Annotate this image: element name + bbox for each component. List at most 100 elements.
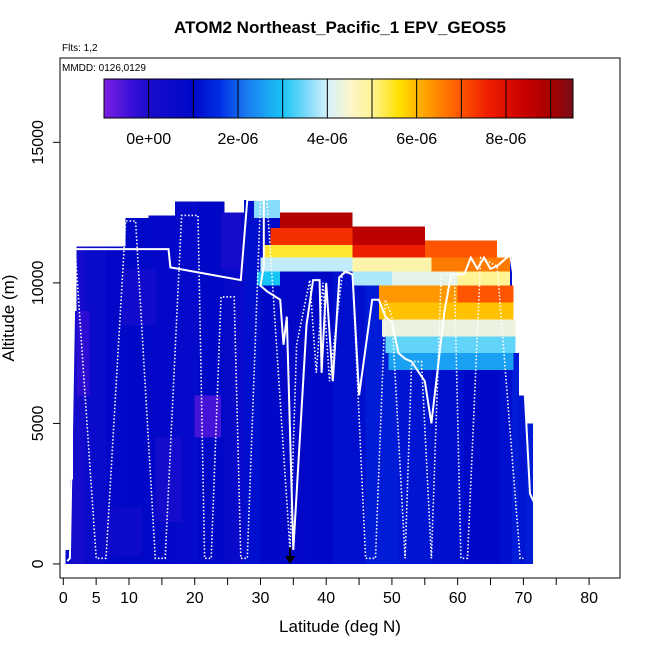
flight-track-dotted [74, 199, 524, 560]
colorbar-swatch [430, 79, 433, 118]
colorbar-swatch [301, 79, 304, 118]
colorbar-swatch [402, 79, 406, 118]
colorbar-tick-label: 6e-06 [396, 131, 437, 148]
colorbar-swatch [283, 79, 287, 118]
colorbar-swatch [571, 79, 574, 118]
colorbar-swatch [307, 79, 310, 118]
x-tick-label: 20 [186, 590, 204, 607]
colorbar-swatch [309, 79, 312, 118]
colorbar-swatch [279, 79, 283, 118]
colorbar-swatch [445, 79, 449, 118]
colorbar-tick-label: 2e-06 [218, 131, 259, 148]
colorbar-swatch [481, 79, 484, 118]
colorbar-swatch [217, 79, 220, 118]
colorbar-swatch [496, 79, 500, 118]
colorbar-swatch [145, 79, 148, 118]
colorbar-swatch [104, 79, 107, 118]
colorbar-swatch [139, 79, 142, 118]
colorbar-swatch [268, 79, 271, 118]
colorbar-swatch [516, 79, 519, 118]
colorbar-swatch [512, 79, 515, 118]
colorbar-swatch [551, 79, 555, 118]
colorbar-swatch [197, 79, 201, 118]
colorbar-swatch [539, 79, 543, 118]
colorbar-swatch [160, 79, 164, 118]
colorbar-swatch [135, 79, 138, 118]
colorbar-swatch [272, 79, 275, 118]
colorbar-swatch [367, 79, 371, 118]
colorbar-swatch [401, 79, 404, 118]
colorbar-swatch [129, 79, 132, 118]
colorbar-swatch [201, 79, 205, 118]
colorbar-swatch [487, 79, 490, 118]
colorbar-swatch [172, 79, 175, 118]
colorbar-swatch [465, 79, 469, 118]
colorbar-swatch [170, 79, 173, 118]
colorbar-swatch [498, 79, 502, 118]
flight-track-layer [66, 198, 538, 562]
y-tick-label: 0 [30, 559, 47, 568]
colorbar-swatch [442, 79, 445, 118]
colorbar-swatch [289, 79, 293, 118]
strat-layer-cell [253, 199, 281, 219]
colorbar-swatch [524, 79, 527, 118]
y-tick-label: 10000 [30, 261, 47, 306]
colorbar-swatch [440, 79, 443, 118]
field-column [198, 201, 225, 564]
strat-layer-cell [378, 285, 458, 303]
colorbar-swatch [223, 79, 226, 118]
y-tick-label: 5000 [30, 406, 47, 442]
colorbar-swatch [528, 79, 531, 118]
colorbar-swatch [395, 79, 398, 118]
colorbar-swatch [328, 79, 332, 118]
colorbar-swatch [426, 79, 429, 118]
colorbar-swatch [232, 79, 236, 118]
colorbar-swatch [479, 79, 482, 118]
colorbar-swatch [158, 79, 162, 118]
colorbar-swatch [477, 79, 480, 118]
colorbar-swatch [428, 79, 431, 118]
colorbar-swatch [369, 79, 373, 118]
colorbar-swatch [371, 79, 375, 118]
colorbar-swatch [274, 79, 277, 118]
colorbar-swatch [492, 79, 496, 118]
colorbar-swatch [336, 79, 340, 118]
colorbar-swatch [490, 79, 494, 118]
colorbar-swatch [379, 79, 383, 118]
field-column [106, 246, 126, 564]
colorbar-swatch [320, 79, 324, 118]
colorbar-swatch [414, 79, 418, 118]
strat-layer-cell [270, 228, 353, 245]
colorbar-swatch [180, 79, 183, 118]
colorbar-swatch [461, 79, 465, 118]
x-tick-label: 60 [449, 590, 467, 607]
colorbar-swatch [195, 79, 199, 118]
colorbar-swatch [240, 79, 244, 118]
colorbar-swatch [234, 79, 238, 118]
x-tick-label: 30 [252, 590, 270, 607]
colorbar-swatch [502, 79, 506, 118]
colorbar-swatch [389, 79, 392, 118]
colorbar-swatch [469, 79, 472, 118]
colorbar-swatch [168, 79, 172, 118]
field-column [65, 549, 70, 564]
colorbar-swatch [375, 79, 379, 118]
colorbar-swatch [449, 79, 453, 118]
colorbar-swatch [266, 79, 269, 118]
colorbar-swatch [555, 79, 558, 118]
colorbar-swatch [444, 79, 447, 118]
colorbar-swatch [203, 79, 207, 118]
colorbar-swatch [315, 79, 318, 118]
strat-layer-cell [457, 285, 514, 303]
colorbar-swatch [526, 79, 529, 118]
colorbar-swatch [317, 79, 320, 118]
strat-layer-cell [280, 212, 353, 229]
colorbar-swatch [434, 79, 437, 118]
strat-layer-cell [263, 244, 353, 258]
colorbar-swatch [530, 79, 533, 118]
colorbar-swatch [399, 79, 402, 118]
field-column [518, 395, 526, 564]
colorbar-swatch [125, 79, 129, 118]
colorbar-swatch [508, 79, 512, 118]
colorbar-swatch [485, 79, 488, 118]
